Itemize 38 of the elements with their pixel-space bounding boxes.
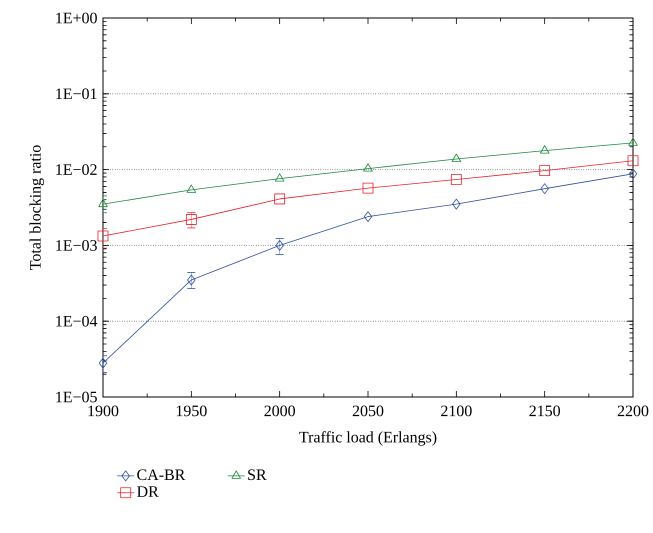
x-tick-label: 1900 [88,406,118,416]
x-tick-label: 2200 [618,406,648,416]
point [98,230,108,242]
y-tick-label: 1E+00 [56,12,97,24]
y-tick-label: 1E−01 [56,88,97,100]
y-tick-label: 1E−05 [56,392,97,402]
point [628,138,638,146]
point [98,198,108,208]
point [452,198,460,210]
point [276,240,284,251]
x-tick-label: 1950 [176,406,207,416]
x-tick-label: 2050 [352,406,384,416]
legend-label: DR [137,486,159,497]
x-tick-label: 2000 [264,406,295,416]
point [187,274,196,286]
point [628,168,638,180]
point [363,163,373,172]
point [362,182,374,194]
x-tick-label: 2100 [441,406,472,416]
legend-label: CA-BR [137,469,186,480]
point [274,194,286,204]
point [539,165,550,176]
x-axis-title: Traffic load (Erlangs) [299,431,436,446]
point [364,211,372,222]
point [186,184,196,193]
x-tick-label: 2150 [529,406,560,416]
point [540,183,549,194]
point [540,145,550,154]
legend-label: SR [248,469,267,480]
point [450,174,462,185]
point [628,155,638,166]
y-tick-label: 1E−02 [56,164,97,175]
y-axis-title: Total blocking ratio [30,145,44,270]
point [274,173,284,182]
y-tick-label: 1E−04 [56,316,98,327]
point [452,154,462,162]
point [186,214,197,225]
y-tick-label: 1E−03 [56,240,97,251]
